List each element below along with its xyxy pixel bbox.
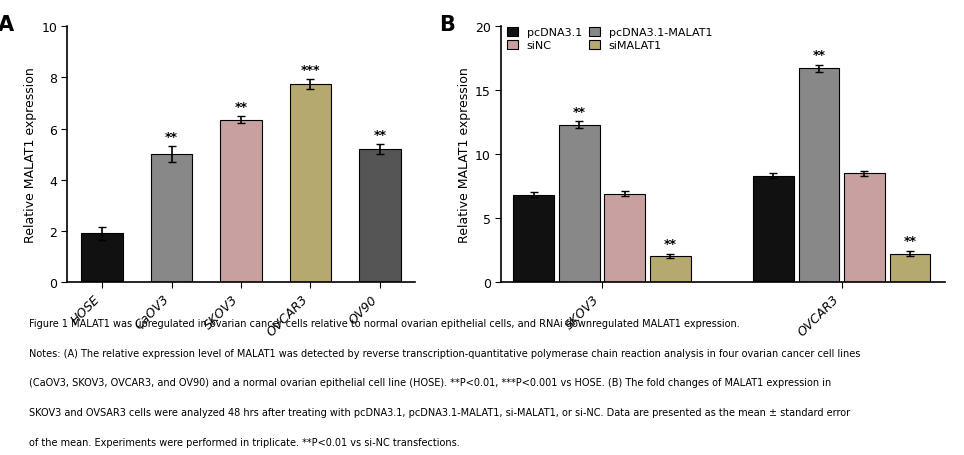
Text: Notes: (A) The relative expression level of MALAT1 was detected by reverse trans: Notes: (A) The relative expression level… bbox=[29, 348, 860, 358]
Bar bbox=[220, 120, 262, 282]
Y-axis label: Relative MALAT1 expression: Relative MALAT1 expression bbox=[24, 67, 37, 243]
Text: **: ** bbox=[165, 131, 178, 144]
Bar bbox=[81, 234, 123, 282]
Text: of the mean. Experiments were performed in triplicate. **P<0.01 vs si-NC transfe: of the mean. Experiments were performed … bbox=[29, 437, 460, 447]
Bar bbox=[753, 177, 793, 282]
Text: **: ** bbox=[573, 106, 586, 118]
Bar bbox=[150, 155, 193, 282]
Text: SKOV3 and OVSAR3 cells were analyzed 48 hrs after treating with pcDNA3.1, pcDNA3: SKOV3 and OVSAR3 cells were analyzed 48 … bbox=[29, 407, 850, 417]
Bar bbox=[890, 254, 930, 282]
Bar bbox=[513, 196, 554, 282]
Y-axis label: Relative MALAT1 expression: Relative MALAT1 expression bbox=[458, 67, 470, 243]
Text: A: A bbox=[0, 15, 14, 35]
Bar bbox=[798, 69, 840, 282]
Bar bbox=[559, 126, 600, 282]
Bar bbox=[844, 174, 885, 282]
Text: **: ** bbox=[664, 238, 677, 251]
Text: B: B bbox=[440, 15, 455, 35]
Text: **: ** bbox=[373, 129, 387, 142]
Text: **: ** bbox=[234, 101, 248, 113]
Text: **: ** bbox=[813, 49, 825, 62]
Text: ***: *** bbox=[301, 64, 320, 76]
Legend: pcDNA3.1, siNC, pcDNA3.1-MALAT1, siMALAT1: pcDNA3.1, siNC, pcDNA3.1-MALAT1, siMALAT… bbox=[507, 28, 712, 51]
Text: Figure 1 MALAT1 was upregulated in ovarian cancer cells relative to normal ovari: Figure 1 MALAT1 was upregulated in ovari… bbox=[29, 318, 739, 329]
Bar bbox=[604, 194, 645, 282]
Bar bbox=[359, 150, 401, 282]
Bar bbox=[650, 257, 690, 282]
Text: **: ** bbox=[903, 234, 917, 248]
Bar bbox=[289, 85, 332, 282]
Text: (CaOV3, SKOV3, OVCAR3, and OV90) and a normal ovarian epithelial cell line (HOSE: (CaOV3, SKOV3, OVCAR3, and OV90) and a n… bbox=[29, 378, 831, 388]
